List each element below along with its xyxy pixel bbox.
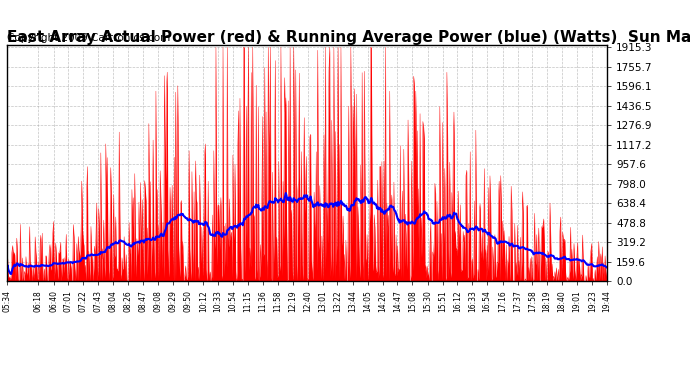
Text: East Array Actual Power (red) & Running Average Power (blue) (Watts)  Sun May 10: East Array Actual Power (red) & Running …: [7, 30, 690, 45]
Text: Copyright 2009 Cartronics.com: Copyright 2009 Cartronics.com: [7, 33, 170, 43]
